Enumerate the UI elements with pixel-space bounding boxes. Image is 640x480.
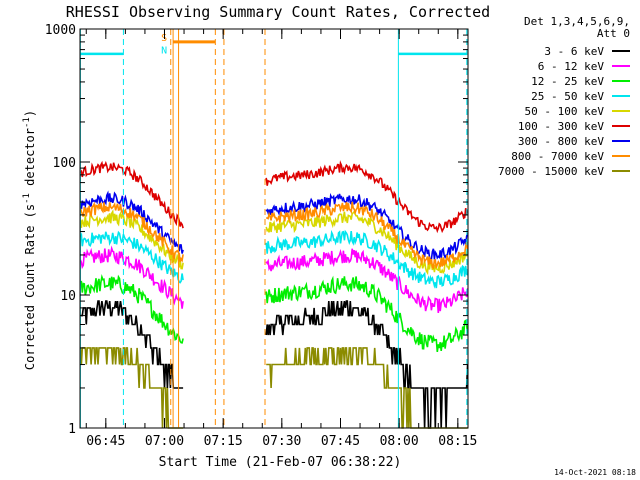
axes: 1000 100 10 1 06:45 07:00 07:15 07:30 07:45 08:00…: [45, 23, 478, 449]
series-line-5: [79, 209, 469, 276]
legend-label-3: 12 - 25 keV: [531, 75, 604, 88]
legend: Det 1,3,4,5,6,9, Att 0 3 - 6 keV 6 - 12 k…: [498, 15, 630, 178]
series-line-6: [79, 160, 469, 234]
y-tick-label: 1: [68, 422, 76, 437]
legend-items: 3 - 6 keV 6 - 12 keV 12 - 25 keV 25 - 50 ke…: [498, 45, 630, 178]
x-axis-label: Start Time (21-Feb-07 06:38:22): [159, 455, 402, 470]
series-line-1: [80, 300, 469, 429]
footer-timestamp: 14-Oct-2021 08:18: [554, 468, 636, 477]
y-tick-label: 100: [53, 156, 76, 171]
legend-header-detectors: Det 1,3,4,5,6,9,: [524, 15, 630, 28]
legend-header-attenuator: Att 0: [597, 27, 630, 40]
x-tick-label: 07:45: [321, 434, 360, 449]
plot-area: SN: [79, 29, 469, 429]
legend-label-4: 25 - 50 keV: [531, 90, 604, 103]
x-tick-label: 06:45: [86, 434, 125, 449]
x-tick-label: 08:15: [438, 434, 477, 449]
x-tick-label: 08:00: [380, 434, 419, 449]
legend-label-6: 100 - 300 keV: [518, 120, 604, 133]
legend-label-8: 800 - 7000 keV: [511, 150, 604, 163]
legend-label-1: 3 - 6 keV: [544, 45, 604, 58]
legend-label-2: 6 - 12 keV: [538, 60, 605, 73]
series-line-3: [80, 274, 469, 353]
y-axis-label: Corrected Count Rate (s-1 detector-1): [22, 110, 37, 370]
x-tick-label: 07:00: [145, 434, 184, 449]
legend-label-5: 50 - 100 keV: [525, 105, 605, 118]
x-tick-label: 07:30: [262, 434, 301, 449]
series-line-2: [79, 245, 469, 313]
legend-label-9: 7000 - 15000 keV: [498, 165, 604, 178]
x-tick-label: 07:15: [204, 434, 243, 449]
chart-title: RHESSI Observing Summary Count Rates, Co…: [66, 3, 490, 21]
plot-frame: [79, 28, 469, 429]
legend-label-7: 300 - 800 keV: [518, 135, 604, 148]
y-tick-label: 1000: [45, 23, 76, 38]
series-line-7: [79, 190, 469, 261]
marker-n: N: [161, 46, 167, 57]
series-line-8: [79, 201, 469, 270]
series-line-4: [79, 229, 469, 289]
y-tick-label: 10: [60, 289, 76, 304]
